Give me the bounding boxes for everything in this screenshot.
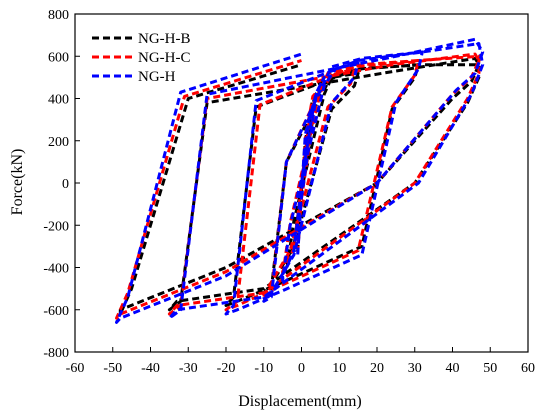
- y-tick-label: 0: [62, 177, 69, 192]
- y-tick-label: -600: [43, 304, 69, 319]
- y-tick-label: 800: [48, 8, 69, 23]
- y-axis-title: Force(kN): [9, 149, 26, 216]
- x-tick-label: 50: [483, 361, 497, 376]
- x-axis-ticks: -60 -50 -40 -30 -20 -10 0 10 20 30 40 50 60: [66, 347, 535, 376]
- y-tick-label: -200: [43, 219, 69, 234]
- x-tick-label: -60: [66, 361, 85, 376]
- series-layer: [115, 37, 485, 324]
- x-tick-label: -50: [103, 361, 122, 376]
- x-tick-label: -20: [217, 361, 236, 376]
- series-line-ng-h-c: [115, 52, 481, 320]
- x-tick-label: 40: [446, 361, 460, 376]
- y-tick-label: 400: [48, 93, 69, 108]
- legend-label: NG-H-B: [138, 31, 191, 47]
- x-tick-label: 30: [408, 361, 422, 376]
- x-tick-label: -30: [179, 361, 198, 376]
- x-tick-label: -10: [254, 361, 273, 376]
- legend-label: NG-H-C: [138, 50, 191, 66]
- x-tick-label: 10: [332, 361, 346, 376]
- y-tick-label: 600: [48, 50, 69, 65]
- x-tick-label: 0: [298, 361, 305, 376]
- y-tick-label: 200: [48, 135, 69, 150]
- legend-label: NG-H: [138, 69, 176, 85]
- series-line-ng-h: [115, 37, 485, 324]
- x-tick-label: 60: [521, 361, 535, 376]
- y-tick-label: -400: [43, 262, 69, 277]
- y-axis-ticks: -800 -600 -400 -200 0 200 400 600 800: [43, 8, 80, 361]
- y-tick-label: -800: [43, 346, 69, 361]
- legend: NG-H-B NG-H-C NG-H: [92, 31, 191, 85]
- x-tick-label: -40: [141, 361, 160, 376]
- x-axis-title: Displacement(mm): [238, 393, 362, 410]
- x-tick-label: 20: [370, 361, 384, 376]
